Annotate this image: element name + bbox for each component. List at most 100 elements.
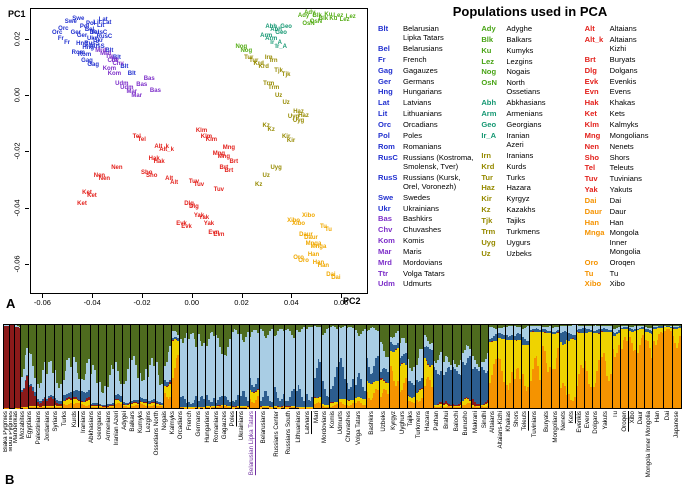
ancestry-segment: [299, 388, 302, 408]
admixture-pop-label: Jordanians: [44, 411, 52, 442]
ancestry-segment: [235, 406, 238, 408]
ancestry-segment: [82, 380, 85, 393]
pca-point: Kom: [102, 66, 117, 73]
admixture-individual-bar: [354, 325, 357, 408]
admixture-individual-bar: [333, 325, 336, 408]
legend-name: Komis: [403, 236, 425, 246]
ancestry-segment: [415, 392, 418, 394]
ancestry-segment: [94, 405, 97, 407]
ancestry-segment: [459, 402, 462, 405]
ancestry-segment: [469, 349, 471, 357]
ancestry-segment: [285, 325, 288, 330]
ancestry-segment: [366, 358, 369, 382]
ancestry-segment: [588, 383, 591, 408]
ancestry-segment: [600, 325, 603, 329]
ancestry-segment: [650, 331, 653, 334]
ancestry-segment: [425, 346, 428, 361]
ancestry-segment: [588, 325, 591, 326]
ancestry-segment: [547, 333, 550, 373]
ancestry-segment: [373, 365, 376, 383]
admixture-individual-bar: [46, 325, 49, 408]
ancestry-segment: [513, 326, 516, 336]
pca-point: Abh: [270, 27, 282, 34]
legend-abbr: Tur: [481, 172, 493, 182]
ancestry-segment: [612, 331, 615, 336]
legend-name: Belarusian Lipka Tatars: [403, 24, 444, 43]
ancestry-segment: [482, 362, 485, 371]
ancestry-segment: [185, 402, 188, 408]
ancestry-segment: [315, 326, 318, 368]
ancestry-segment: [32, 390, 35, 407]
y-tick-mark: [25, 263, 29, 265]
ancestry-segment: [136, 403, 139, 405]
admixture-pop-column: [313, 325, 322, 408]
ancestry-segment: [449, 406, 452, 408]
ancestry-segment: [562, 325, 564, 327]
admixture-individual-bar: [452, 325, 455, 408]
ancestry-segment: [494, 329, 497, 335]
ancestry-segment: [568, 332, 571, 342]
ancestry-segment: [173, 338, 176, 340]
ancestry-segment: [185, 332, 188, 403]
legend-entry: Orc Orcadians: [378, 120, 475, 129]
ancestry-segment: [36, 325, 39, 384]
admixture-individual-bar: [18, 325, 21, 408]
ancestry-segment: [507, 336, 510, 340]
ancestry-segment: [539, 325, 541, 330]
ancestry-segment: [217, 405, 220, 407]
admixture-pop-column: [45, 325, 54, 408]
ancestry-segment: [78, 325, 81, 380]
ancestry-segment: [675, 327, 678, 329]
ancestry-segment: [515, 368, 518, 408]
admixture-label-cell: Kalmyks: [169, 411, 177, 491]
ancestry-segment: [251, 392, 254, 403]
admixture-individual-bar: [672, 325, 675, 408]
ancestry-segment: [217, 400, 220, 406]
ancestry-segment: [541, 328, 544, 332]
ancestry-segment: [647, 332, 649, 341]
ancestry-segment: [115, 403, 117, 408]
ancestry-segment: [592, 325, 595, 331]
legend-name: Han: [609, 217, 624, 227]
pca-point: Swe: [64, 18, 77, 25]
ancestry-segment: [64, 395, 67, 400]
ancestry-segment: [557, 325, 560, 328]
ancestry-segment: [157, 403, 160, 405]
ancestry-segment: [614, 332, 617, 336]
ancestry-segment: [76, 389, 79, 399]
ancestry-segment: [319, 397, 322, 404]
pca-point: Ket: [87, 192, 97, 199]
pca-point: Yak: [203, 221, 215, 228]
ancestry-segment: [108, 325, 111, 376]
admixture-pop-column: [53, 325, 62, 408]
ancestry-segment: [371, 397, 374, 408]
admixture-individual-bar: [399, 325, 402, 408]
admixture-individual-bar: [543, 325, 546, 408]
admixture-individual-bar: [436, 325, 439, 408]
admixture-individual-bar: [539, 325, 541, 408]
admixture-individual-bar: [211, 325, 213, 408]
ancestry-segment: [195, 325, 197, 348]
ancestry-segment: [270, 406, 273, 408]
ancestry-segment: [277, 325, 280, 332]
ancestry-segment: [56, 405, 59, 407]
pca-point: Hng: [76, 41, 88, 48]
ancestry-segment: [46, 406, 49, 408]
legend-abbr: Mnga: [584, 228, 605, 238]
admixture-individual-bar: [530, 325, 532, 408]
ancestry-segment: [235, 407, 238, 408]
admixture-label-cell: Bunusho: [462, 411, 472, 491]
admixture-individual-bar: [632, 325, 635, 408]
ancestry-segment: [655, 329, 657, 346]
pca-point: Orc: [58, 25, 69, 32]
admixture-pop-column: [97, 325, 106, 408]
admixture-pop-label: Khakas: [505, 411, 513, 432]
admixture-individual-bar: [664, 325, 667, 408]
pca-point: Xibo: [292, 221, 306, 228]
ancestry-segment: [638, 325, 641, 328]
pca-point: Nog: [235, 43, 248, 50]
admixture-individual-bar: [552, 325, 554, 408]
ancestry-segment: [324, 406, 326, 408]
ancestry-segment: [609, 325, 612, 326]
ancestry-segment: [462, 325, 464, 354]
